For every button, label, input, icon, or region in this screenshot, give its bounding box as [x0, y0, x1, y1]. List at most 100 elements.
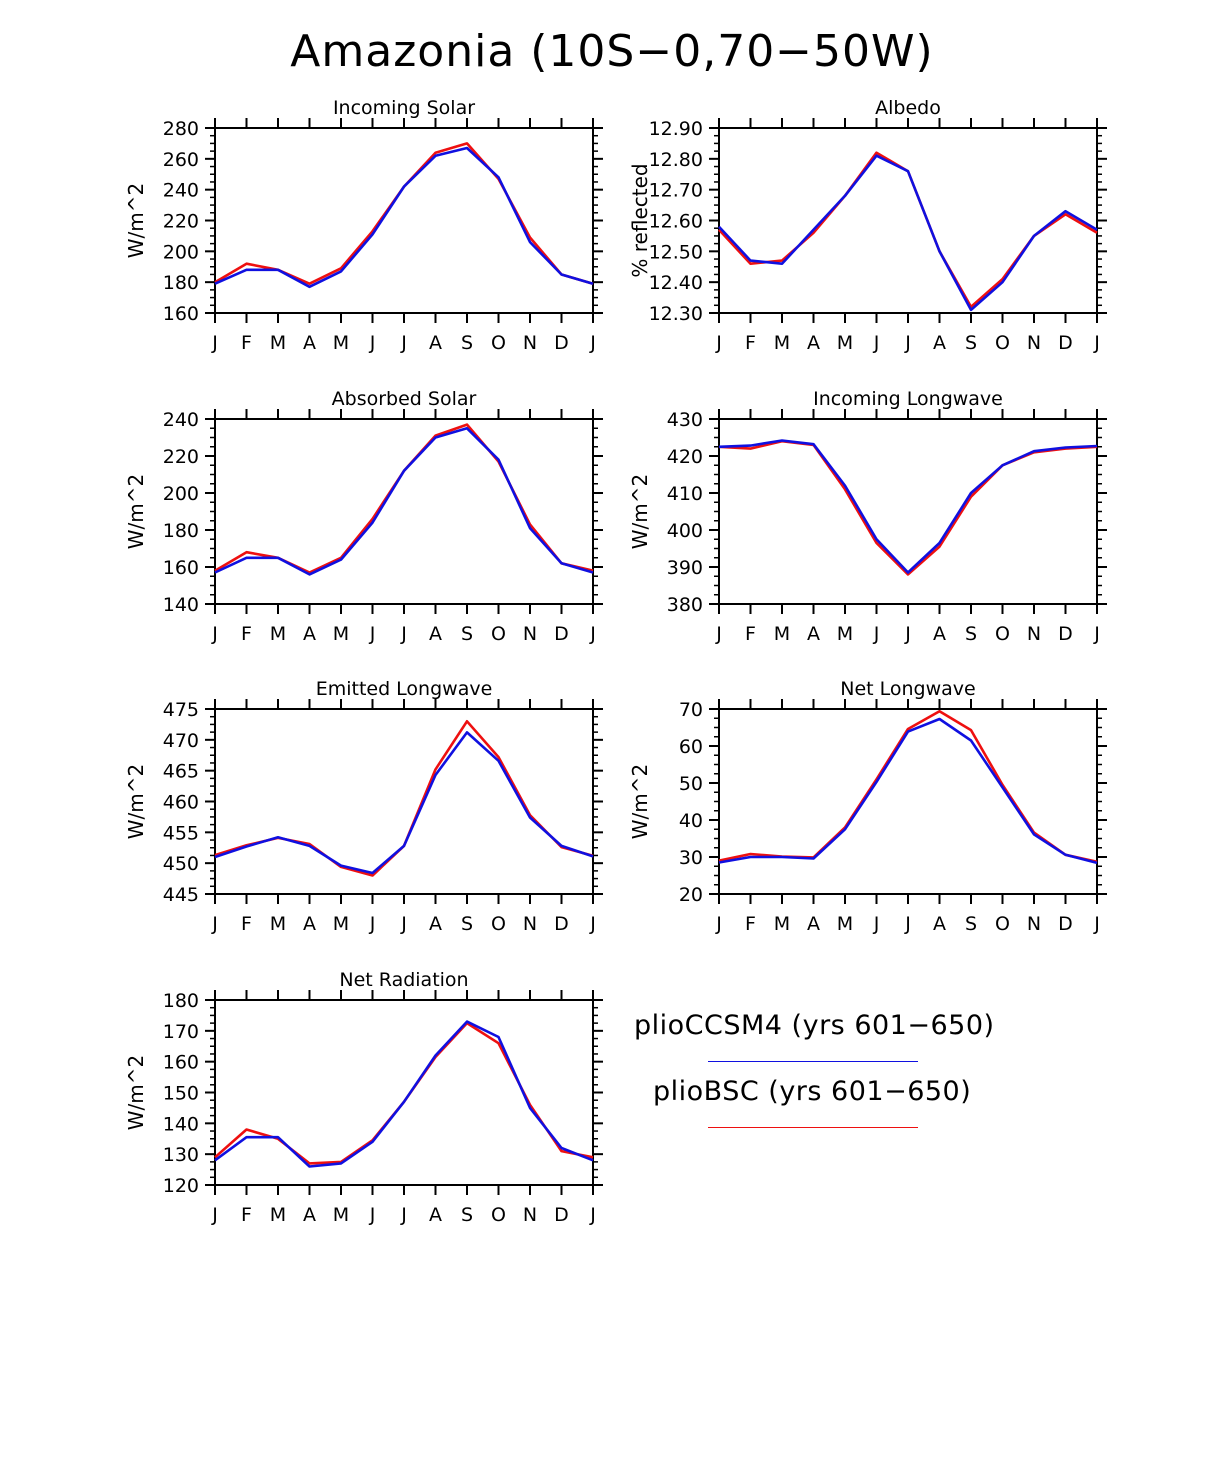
x-tick-label: J	[589, 913, 596, 935]
x-tick-label: F	[745, 332, 756, 354]
x-tick-label: A	[807, 332, 820, 354]
y-tick-label: 220	[163, 211, 199, 233]
y-tick-label: 12.90	[649, 118, 703, 140]
x-tick-label: J	[1093, 332, 1100, 354]
x-tick-label: J	[589, 1204, 596, 1226]
y-axis-label-incoming-longwave: W/m^2	[628, 474, 652, 549]
x-tick-label: S	[461, 1204, 473, 1226]
x-tick-label: A	[303, 913, 316, 935]
legend-label-plioccsm4: plioCCSM4 (yrs 601−650)	[634, 1010, 995, 1041]
chart-title-albedo: Albedo	[875, 97, 941, 119]
y-tick-label: 130	[163, 1144, 199, 1166]
plot-frame-net-radiation	[214, 999, 594, 1186]
y-tick-label: 470	[163, 730, 199, 752]
x-tick-label: N	[523, 913, 537, 935]
y-tick-label: 445	[163, 884, 199, 906]
chart-title-emitted-longwave: Emitted Longwave	[316, 678, 493, 700]
y-tick-label: 200	[163, 483, 199, 505]
x-tick-label: S	[461, 913, 473, 935]
x-tick-label: M	[333, 623, 349, 645]
y-tick-label: 400	[667, 520, 703, 542]
x-tick-label: D	[1058, 623, 1073, 645]
x-tick-label: J	[715, 623, 722, 645]
x-tick-label: J	[369, 332, 376, 354]
x-tick-label: M	[333, 913, 349, 935]
x-tick-label: J	[211, 913, 218, 935]
legend-line-pliobsc	[708, 1127, 918, 1128]
x-tick-label: F	[241, 1204, 252, 1226]
y-axis-label-net-radiation: W/m^2	[124, 1055, 148, 1130]
chart-title-incoming-solar: Incoming Solar	[333, 97, 475, 119]
series-line-pliobsc-emitted-longwave	[214, 719, 594, 877]
y-tick-label: 150	[163, 1083, 199, 1105]
y-tick-label: 450	[163, 853, 199, 875]
x-tick-label: F	[745, 913, 756, 935]
y-axis-label-emitted-longwave: W/m^2	[124, 764, 148, 839]
x-tick-label: S	[461, 332, 473, 354]
y-tick-label: 60	[679, 736, 703, 758]
x-tick-label: N	[1027, 913, 1041, 935]
x-tick-label: N	[1027, 332, 1041, 354]
plot-frame-incoming-longwave	[718, 418, 1098, 605]
x-tick-label: M	[774, 332, 790, 354]
x-tick-label: D	[1058, 913, 1073, 935]
x-tick-label: A	[303, 1204, 316, 1226]
x-tick-label: S	[965, 332, 977, 354]
x-tick-label: A	[429, 913, 442, 935]
y-tick-label: 120	[163, 1175, 199, 1197]
series-line-pliobsc-absorbed-solar	[214, 423, 594, 574]
x-tick-label: M	[333, 332, 349, 354]
x-tick-label: J	[715, 332, 722, 354]
x-tick-label: M	[270, 1204, 286, 1226]
x-tick-label: J	[873, 623, 880, 645]
x-tick-label: A	[933, 913, 946, 935]
y-tick-label: 180	[163, 272, 199, 294]
y-tick-label: 220	[163, 446, 199, 468]
x-tick-label: A	[303, 332, 316, 354]
x-tick-label: A	[303, 623, 316, 645]
y-tick-label: 12.70	[649, 180, 703, 202]
series-line-plioccsm4-absorbed-solar	[214, 426, 594, 576]
chart-title-incoming-longwave: Incoming Longwave	[813, 388, 1003, 410]
x-tick-label: J	[400, 1204, 407, 1226]
y-tick-label: 390	[667, 557, 703, 579]
y-tick-label: 50	[679, 773, 703, 795]
x-tick-label: S	[965, 913, 977, 935]
x-tick-label: D	[554, 332, 569, 354]
x-tick-label: D	[554, 1204, 569, 1226]
y-axis-label-albedo: % reflected	[628, 163, 652, 277]
y-tick-label: 240	[163, 409, 199, 431]
y-tick-label: 260	[163, 149, 199, 171]
x-tick-label: S	[461, 623, 473, 645]
x-tick-label: A	[933, 623, 946, 645]
series-line-plioccsm4-incoming-longwave	[718, 439, 1098, 574]
x-tick-label: A	[429, 332, 442, 354]
x-tick-label: J	[1093, 913, 1100, 935]
x-tick-label: A	[429, 1204, 442, 1226]
x-tick-label: D	[554, 623, 569, 645]
x-tick-label: M	[270, 913, 286, 935]
series-line-plioccsm4-emitted-longwave	[214, 731, 594, 875]
x-tick-label: J	[904, 913, 911, 935]
plot-frame-absorbed-solar	[214, 418, 594, 605]
y-tick-label: 280	[163, 118, 199, 140]
legend-line-plioccsm4	[708, 1061, 918, 1062]
y-tick-label: 160	[163, 303, 199, 325]
x-tick-label: J	[211, 1204, 218, 1226]
x-tick-label: O	[995, 623, 1010, 645]
y-tick-label: 160	[163, 1052, 199, 1074]
x-tick-label: A	[429, 623, 442, 645]
x-tick-label: A	[933, 332, 946, 354]
series-line-pliobsc-incoming-solar	[214, 142, 594, 286]
x-tick-label: J	[369, 623, 376, 645]
series-line-plioccsm4-incoming-solar	[214, 146, 594, 289]
y-tick-label: 12.40	[649, 272, 703, 294]
x-tick-label: J	[904, 332, 911, 354]
x-tick-label: M	[774, 623, 790, 645]
x-tick-label: J	[715, 913, 722, 935]
